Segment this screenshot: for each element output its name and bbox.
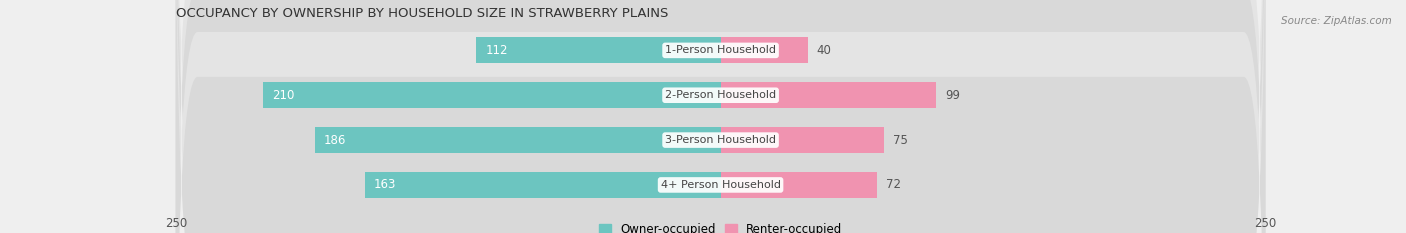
- Bar: [721, 172, 877, 198]
- Text: 163: 163: [374, 178, 396, 192]
- Text: 4+ Person Household: 4+ Person Household: [661, 180, 780, 190]
- Text: 112: 112: [485, 44, 508, 57]
- Text: 99: 99: [945, 89, 960, 102]
- Text: 210: 210: [271, 89, 294, 102]
- Bar: [721, 127, 884, 153]
- Bar: [721, 37, 808, 63]
- FancyBboxPatch shape: [176, 0, 1265, 233]
- FancyBboxPatch shape: [176, 0, 1265, 233]
- Bar: [263, 82, 721, 108]
- Text: 75: 75: [893, 134, 908, 147]
- FancyBboxPatch shape: [176, 0, 1265, 233]
- Text: 2-Person Household: 2-Person Household: [665, 90, 776, 100]
- Bar: [477, 37, 721, 63]
- Bar: [721, 82, 936, 108]
- Bar: [366, 172, 721, 198]
- Text: 40: 40: [817, 44, 831, 57]
- Legend: Owner-occupied, Renter-occupied: Owner-occupied, Renter-occupied: [593, 219, 848, 233]
- Text: 72: 72: [886, 178, 901, 192]
- FancyBboxPatch shape: [176, 0, 1265, 233]
- Text: 1-Person Household: 1-Person Household: [665, 45, 776, 55]
- Text: Source: ZipAtlas.com: Source: ZipAtlas.com: [1281, 16, 1392, 26]
- Text: 186: 186: [323, 134, 346, 147]
- Text: OCCUPANCY BY OWNERSHIP BY HOUSEHOLD SIZE IN STRAWBERRY PLAINS: OCCUPANCY BY OWNERSHIP BY HOUSEHOLD SIZE…: [176, 7, 668, 20]
- Bar: [315, 127, 721, 153]
- Text: 3-Person Household: 3-Person Household: [665, 135, 776, 145]
